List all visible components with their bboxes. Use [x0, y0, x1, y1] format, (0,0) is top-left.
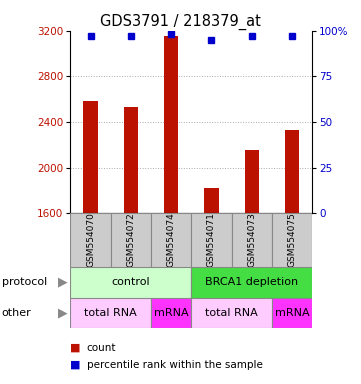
- Bar: [272, 298, 312, 328]
- Bar: [164, 36, 178, 213]
- Text: GSM554072: GSM554072: [126, 213, 135, 267]
- Bar: [70, 298, 151, 328]
- Text: total RNA: total RNA: [205, 308, 258, 318]
- Text: ▶: ▶: [58, 306, 68, 319]
- Bar: [70, 267, 191, 298]
- Bar: [83, 101, 97, 213]
- Bar: [245, 151, 259, 213]
- Bar: [191, 267, 312, 298]
- Text: ■: ■: [70, 343, 81, 353]
- Bar: [204, 188, 218, 213]
- Text: ▶: ▶: [58, 276, 68, 289]
- Bar: [151, 213, 191, 267]
- Text: mRNA: mRNA: [275, 308, 309, 318]
- Text: GSM554075: GSM554075: [288, 213, 297, 267]
- Bar: [272, 213, 312, 267]
- Text: ■: ■: [70, 360, 81, 370]
- Text: protocol: protocol: [2, 277, 47, 287]
- Bar: [285, 130, 299, 213]
- Text: BRCA1 depletion: BRCA1 depletion: [205, 277, 298, 287]
- Bar: [191, 213, 232, 267]
- Text: GSM554071: GSM554071: [207, 213, 216, 267]
- Text: percentile rank within the sample: percentile rank within the sample: [87, 360, 262, 370]
- Bar: [124, 107, 138, 213]
- Text: count: count: [87, 343, 116, 353]
- Text: other: other: [2, 308, 31, 318]
- Bar: [111, 213, 151, 267]
- Text: total RNA: total RNA: [84, 308, 137, 318]
- Bar: [232, 213, 272, 267]
- Text: control: control: [112, 277, 150, 287]
- Bar: [151, 298, 191, 328]
- Text: GSM554070: GSM554070: [86, 213, 95, 267]
- Text: mRNA: mRNA: [154, 308, 188, 318]
- Text: GSM554073: GSM554073: [247, 213, 256, 267]
- Bar: [70, 213, 111, 267]
- Text: GDS3791 / 218379_at: GDS3791 / 218379_at: [100, 13, 261, 30]
- Text: GSM554074: GSM554074: [167, 213, 176, 267]
- Bar: [191, 298, 272, 328]
